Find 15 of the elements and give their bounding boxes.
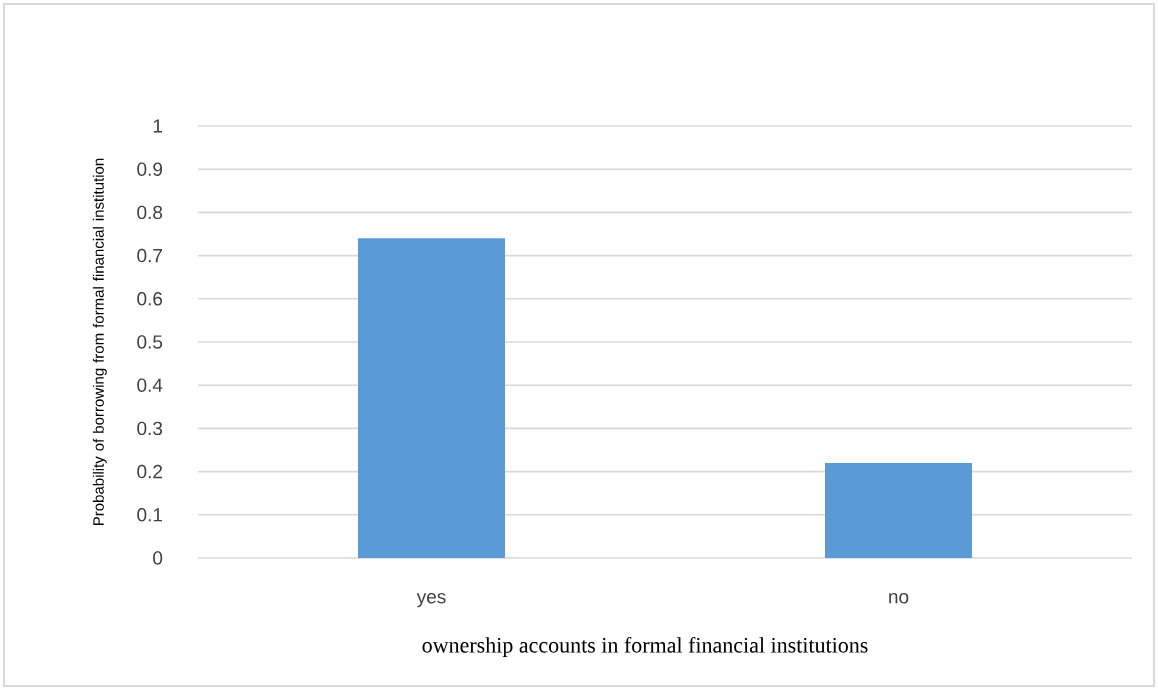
- y-tick-label: 0.1: [137, 508, 162, 522]
- y-tick-label: 0.3: [137, 421, 163, 436]
- x-axis-title: ownership accounts in formal financial institutions: [422, 636, 868, 658]
- y-tick-label: 0.4: [137, 378, 163, 392]
- x-tick-label: yes: [416, 593, 446, 608]
- x-tick-label: no: [889, 593, 909, 604]
- y-tick-label: 1: [153, 119, 162, 133]
- y-tick-label: 0.5: [137, 335, 163, 349]
- y-tick-label: 0.7: [137, 248, 162, 263]
- y-tick-label: 0.9: [137, 162, 163, 176]
- y-tick-label: 0.8: [137, 205, 163, 220]
- y-tick-label: 0: [153, 551, 163, 565]
- y-axis-title: Probability of borrowing from formal financial institution: [92, 158, 107, 526]
- y-tick-label: 0.6: [137, 292, 163, 306]
- y-tick-label: 0.2: [137, 464, 162, 479]
